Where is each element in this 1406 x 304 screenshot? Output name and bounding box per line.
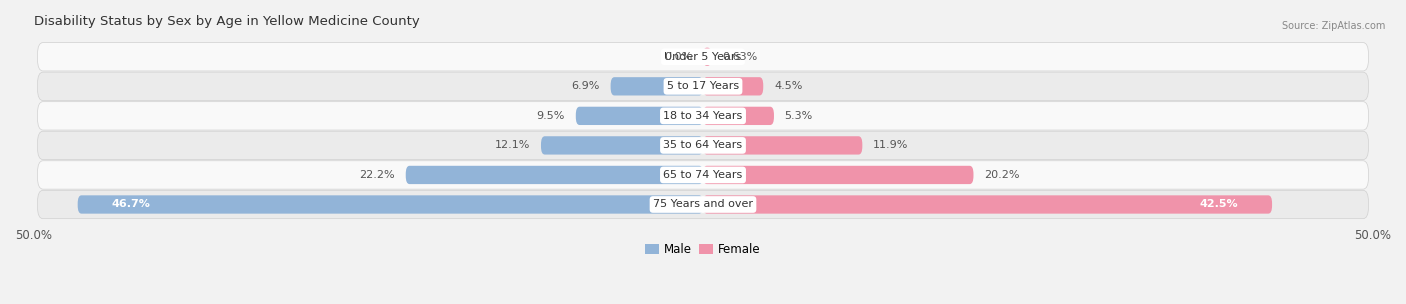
- FancyBboxPatch shape: [541, 136, 703, 154]
- FancyBboxPatch shape: [406, 166, 703, 184]
- FancyBboxPatch shape: [610, 77, 703, 95]
- Text: Source: ZipAtlas.com: Source: ZipAtlas.com: [1281, 21, 1385, 31]
- Text: 5.3%: 5.3%: [785, 111, 813, 121]
- FancyBboxPatch shape: [703, 136, 862, 154]
- Text: 12.1%: 12.1%: [495, 140, 530, 150]
- FancyBboxPatch shape: [38, 43, 1368, 71]
- Text: 20.2%: 20.2%: [984, 170, 1019, 180]
- Text: 42.5%: 42.5%: [1199, 199, 1239, 209]
- Text: 18 to 34 Years: 18 to 34 Years: [664, 111, 742, 121]
- Text: 22.2%: 22.2%: [360, 170, 395, 180]
- FancyBboxPatch shape: [703, 77, 763, 95]
- FancyBboxPatch shape: [38, 131, 1368, 160]
- Text: 4.5%: 4.5%: [773, 81, 803, 91]
- FancyBboxPatch shape: [38, 72, 1368, 101]
- Text: Disability Status by Sex by Age in Yellow Medicine County: Disability Status by Sex by Age in Yello…: [34, 15, 419, 28]
- Text: 0.63%: 0.63%: [723, 52, 758, 62]
- FancyBboxPatch shape: [703, 107, 773, 125]
- Text: Under 5 Years: Under 5 Years: [665, 52, 741, 62]
- FancyBboxPatch shape: [38, 190, 1368, 219]
- Text: 65 to 74 Years: 65 to 74 Years: [664, 170, 742, 180]
- Text: 46.7%: 46.7%: [111, 199, 150, 209]
- FancyBboxPatch shape: [703, 48, 711, 66]
- Text: 0.0%: 0.0%: [664, 52, 692, 62]
- Text: 75 Years and over: 75 Years and over: [652, 199, 754, 209]
- FancyBboxPatch shape: [77, 195, 703, 214]
- FancyBboxPatch shape: [703, 195, 1272, 214]
- Text: 35 to 64 Years: 35 to 64 Years: [664, 140, 742, 150]
- Text: 9.5%: 9.5%: [537, 111, 565, 121]
- Text: 6.9%: 6.9%: [571, 81, 600, 91]
- Text: 11.9%: 11.9%: [873, 140, 908, 150]
- FancyBboxPatch shape: [576, 107, 703, 125]
- FancyBboxPatch shape: [38, 161, 1368, 189]
- Legend: Male, Female: Male, Female: [641, 238, 765, 261]
- FancyBboxPatch shape: [703, 166, 973, 184]
- FancyBboxPatch shape: [38, 102, 1368, 130]
- Text: 5 to 17 Years: 5 to 17 Years: [666, 81, 740, 91]
